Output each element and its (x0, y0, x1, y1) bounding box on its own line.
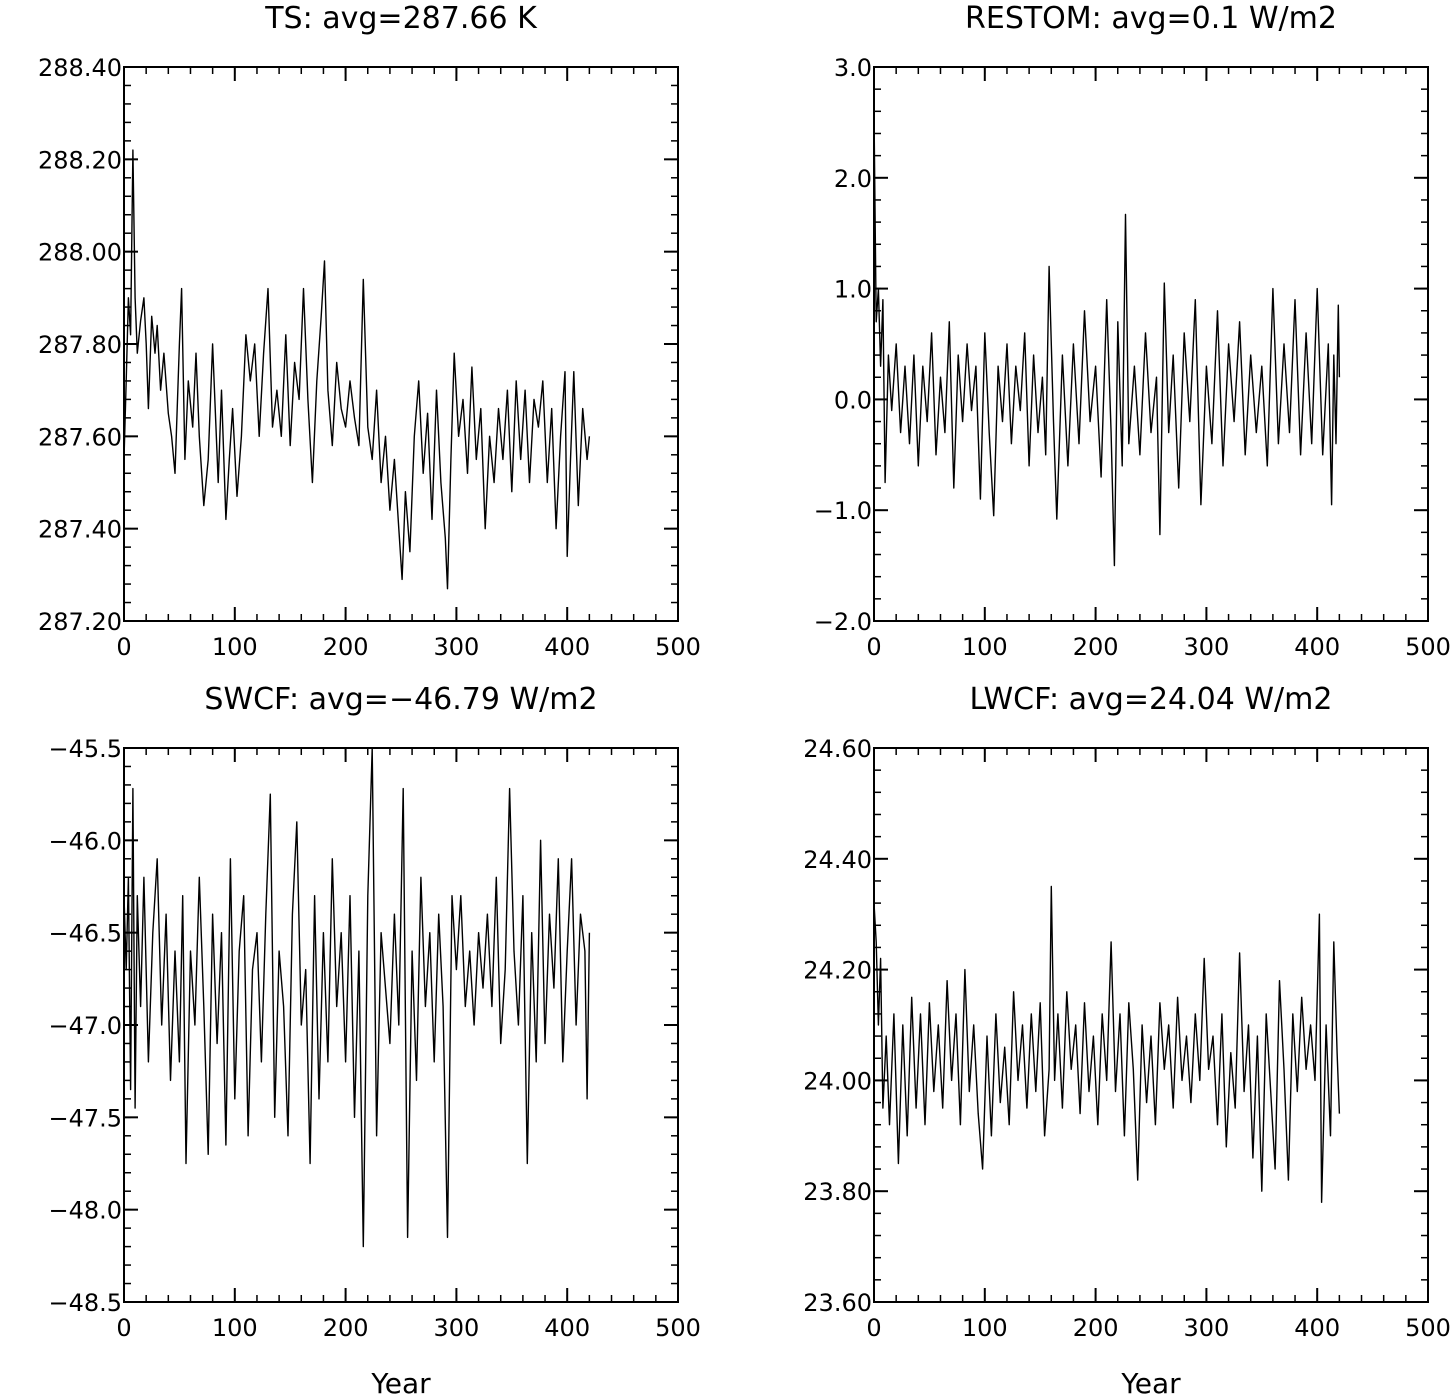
swcf-panel-title: SWCF: avg=−46.79 W/m2 (204, 682, 597, 717)
swcf-plot-frame (123, 747, 679, 1303)
ts-panel-title: TS: avg=287.66 K (264, 1, 538, 36)
lwcf-y-tick-label: 24.00 (803, 1067, 872, 1095)
swcf-y-tick-label: −46.5 (48, 920, 122, 948)
swcf-x-tick-label: 100 (212, 1314, 258, 1342)
lwcf-y-tick-label: 23.80 (803, 1178, 872, 1206)
swcf-x-axis-title: Year (370, 1367, 431, 1400)
swcf-series-line (123, 747, 591, 1248)
ts-x-tick-label: 0 (116, 633, 131, 661)
lwcf-panel: LWCF: avg=24.04 W/m2 Year 0 100 200 300 400 5… (803, 682, 1451, 1400)
ts-panel: TS: avg=287.66 K 0 100 200 300 400 500 287.20 2… (38, 1, 701, 661)
ts-y-tick-label: 287.80 (38, 331, 122, 359)
lwcf-x-axis-title: Year (1120, 1367, 1181, 1400)
restom-panel-title: RESTOM: avg=0.1 W/m2 (965, 1, 1337, 36)
ts-y-tick-label: 287.40 (38, 516, 122, 544)
restom-y-tick-label: 2.0 (834, 165, 872, 193)
lwcf-x-tick-label: 300 (1183, 1314, 1229, 1342)
lwcf-panel-title: LWCF: avg=24.04 W/m2 (970, 682, 1333, 717)
ts-x-tick-label: 100 (212, 633, 258, 661)
swcf-x-tick-label: 500 (655, 1314, 701, 1342)
restom-y-tick-label: 1.0 (834, 276, 872, 304)
restom-y-tick-label: −2.0 (814, 608, 872, 636)
ts-y-tick-label: 288.40 (38, 54, 122, 82)
ts-y-tick-label: 288.20 (38, 146, 122, 174)
swcf-y-tick-label: −47.5 (48, 1104, 122, 1132)
restom-series-line (873, 111, 1341, 567)
lwcf-y-tick-label: 24.40 (803, 846, 872, 874)
lwcf-x-tick-label: 500 (1405, 1314, 1451, 1342)
lwcf-y-tick-label: 23.60 (803, 1289, 872, 1317)
lwcf-plot-frame (873, 747, 1429, 1303)
swcf-x-tick-label: 0 (116, 1314, 131, 1342)
lwcf-y-tick-label: 24.20 (803, 957, 872, 985)
lwcf-x-tick-label: 100 (962, 1314, 1008, 1342)
ts-x-tick-label: 400 (544, 633, 590, 661)
lwcf-x-tick-label: 400 (1294, 1314, 1340, 1342)
swcf-y-tick-label: −48.0 (48, 1197, 122, 1225)
ts-plot-frame (123, 66, 679, 622)
restom-x-tick-label: 100 (962, 633, 1008, 661)
swcf-y-tick-label: −48.5 (48, 1289, 122, 1317)
ts-series-line (123, 149, 591, 590)
restom-plot-frame (873, 66, 1429, 622)
restom-y-tick-label: 3.0 (834, 54, 872, 82)
restom-x-tick-label: 0 (866, 633, 881, 661)
swcf-x-tick-label: 300 (433, 1314, 479, 1342)
restom-x-tick-label: 300 (1183, 633, 1229, 661)
swcf-panel: SWCF: avg=−46.79 W/m2 Year 0 100 200 300 400… (48, 682, 700, 1400)
swcf-y-tick-label: −47.0 (48, 1012, 122, 1040)
ts-x-tick-label: 500 (655, 633, 701, 661)
restom-x-tick-label: 400 (1294, 633, 1340, 661)
ts-y-tick-label: 288.00 (38, 239, 122, 267)
swcf-y-tick-label: −46.0 (48, 827, 122, 855)
restom-panel: RESTOM: avg=0.1 W/m2 0 100 200 300 400 500 −2.… (814, 1, 1451, 661)
lwcf-y-tick-label: 24.60 (803, 735, 872, 763)
ts-x-tick-label: 300 (433, 633, 479, 661)
restom-y-tick-label: 0.0 (834, 386, 872, 414)
restom-x-tick-label: 500 (1405, 633, 1451, 661)
swcf-x-tick-label: 400 (544, 1314, 590, 1342)
ts-y-tick-label: 287.20 (38, 608, 122, 636)
swcf-y-tick-label: −45.5 (48, 735, 122, 763)
lwcf-x-tick-label: 0 (866, 1314, 881, 1342)
lwcf-series-line (873, 885, 1341, 1204)
ts-y-tick-label: 287.60 (38, 423, 122, 451)
restom-x-tick-label: 200 (1073, 633, 1119, 661)
ts-x-tick-label: 200 (323, 633, 369, 661)
swcf-x-tick-label: 200 (323, 1314, 369, 1342)
restom-y-tick-label: −1.0 (814, 497, 872, 525)
lwcf-x-tick-label: 200 (1073, 1314, 1119, 1342)
